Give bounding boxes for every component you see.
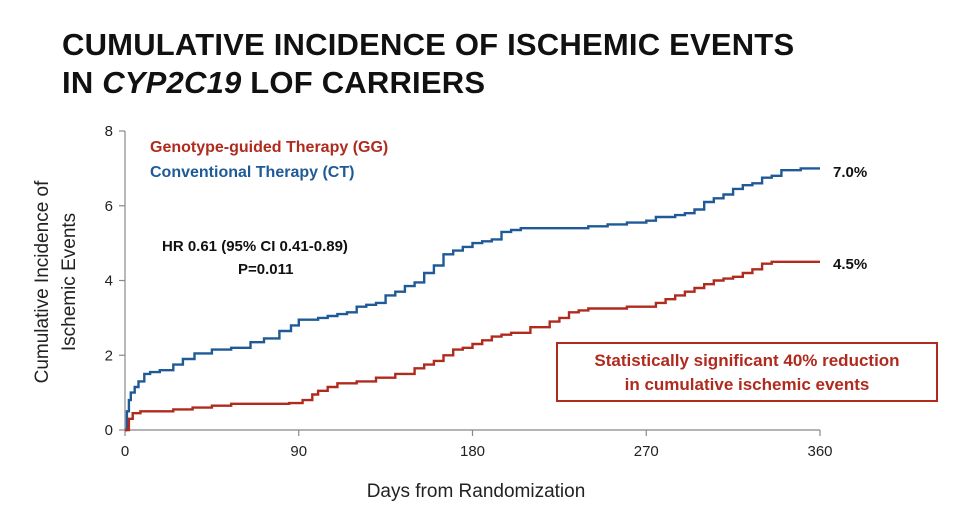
significance-callout: Statistically significant 40% reduction …	[556, 342, 938, 402]
legend-item-gg: Genotype-guided Therapy (GG)	[150, 139, 388, 156]
callout-line-1: Statistically significant 40% reduction	[594, 351, 900, 370]
title-line-2-prefix: IN	[62, 65, 103, 100]
x-tick-label: 0	[121, 443, 129, 460]
y-tick-label: 8	[105, 123, 113, 140]
gg-series-line	[125, 260, 820, 432]
series-layer	[125, 167, 820, 432]
ct-series-line	[125, 167, 820, 432]
chart-title: CUMULATIVE INCIDENCE OF ISCHEMIC EVENTS …	[62, 26, 794, 102]
axes: 0 2 4 6 8 0 90 180 270 360	[105, 123, 833, 460]
y-tick-label: 0	[105, 422, 113, 439]
y-tick-label: 6	[105, 198, 113, 215]
y-tick-label: 2	[105, 347, 113, 364]
callout-line-2: in cumulative ischemic events	[624, 375, 870, 394]
y-tick-label: 4	[105, 273, 113, 290]
title-line-1: CUMULATIVE INCIDENCE OF ISCHEMIC EVENTS	[62, 27, 795, 62]
x-tick-label: 90	[290, 443, 307, 460]
p-value-text: P=0.011	[238, 261, 293, 278]
hazard-ratio-text: HR 0.61 (95% CI 0.41-0.89)	[162, 238, 348, 255]
x-tick-label: 360	[807, 443, 832, 460]
ct-end-label: 7.0%	[833, 164, 867, 181]
legend-item-ct: Conventional Therapy (CT)	[150, 164, 354, 181]
title-line-2: IN CYP2C19 LOF CARRIERS	[62, 64, 794, 102]
x-tick-label: 180	[460, 443, 485, 460]
y-axis-label-line-1: Cumulative Incidence of	[32, 180, 53, 383]
title-line-2-suffix: LOF CARRIERS	[241, 65, 486, 100]
title-gene-name: CYP2C19	[102, 65, 242, 100]
x-axis-label: Days from Randomization	[367, 481, 586, 502]
gg-end-label: 4.5%	[833, 256, 867, 273]
x-tick-label: 270	[634, 443, 659, 460]
y-axis-label-line-2: Ischemic Events	[59, 213, 80, 351]
